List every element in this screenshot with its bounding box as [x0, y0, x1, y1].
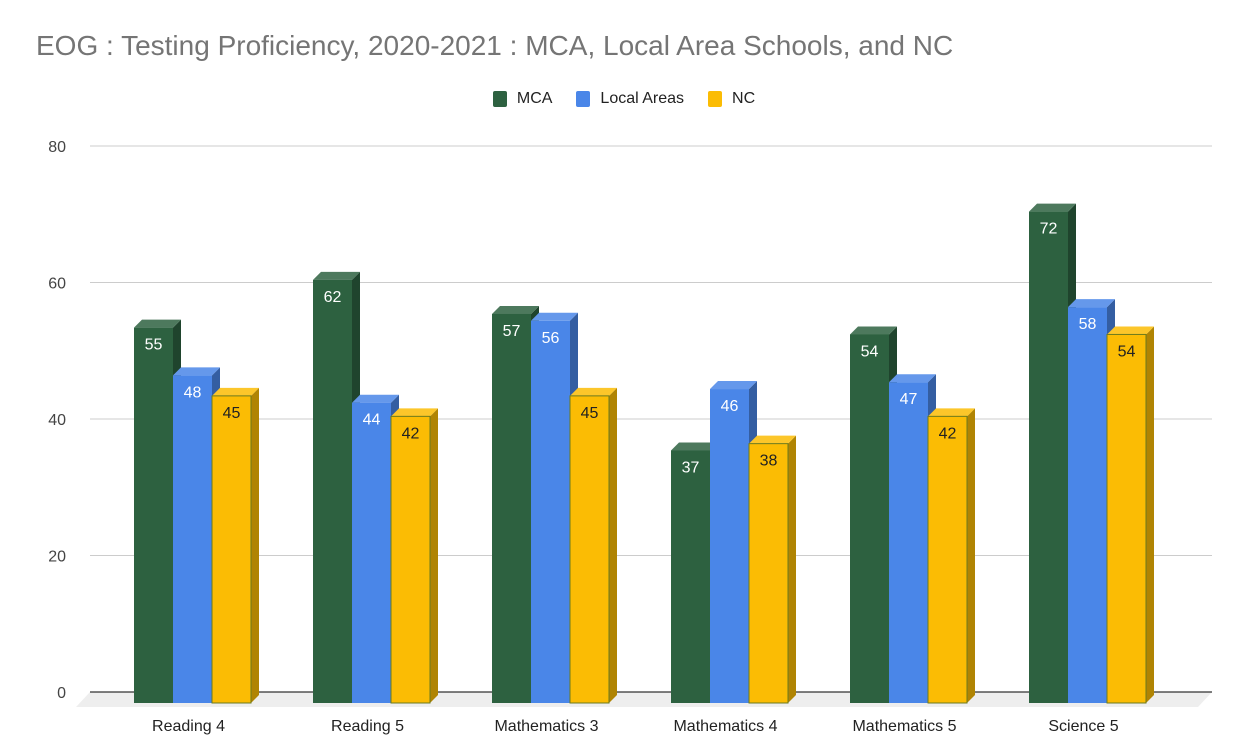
- bar: [531, 320, 570, 703]
- bar-top: [1107, 326, 1154, 335]
- data-label: 62: [324, 289, 342, 306]
- bar-top: [850, 326, 897, 335]
- data-label: 55: [145, 337, 163, 354]
- bar-top: [492, 305, 539, 314]
- bar-side: [967, 408, 975, 703]
- data-label: 45: [581, 405, 599, 422]
- data-label: 72: [1040, 221, 1058, 238]
- bar: [569, 395, 610, 704]
- data-label: 45: [223, 405, 241, 422]
- data-label: 56: [542, 330, 560, 347]
- bar: [748, 443, 789, 704]
- chart-title: EOG : Testing Proficiency, 2020-2021 : M…: [36, 30, 954, 61]
- bar: [492, 313, 531, 703]
- bar: [927, 415, 968, 704]
- chart-legend: MCA Local Areas NC: [0, 90, 1248, 108]
- data-label: 44: [363, 412, 381, 429]
- bar-top: [391, 408, 438, 417]
- data-label: 38: [760, 453, 778, 470]
- y-tick-label: 20: [48, 549, 66, 566]
- bar: [710, 389, 749, 703]
- bar: [850, 334, 889, 703]
- data-label: 58: [1079, 316, 1097, 333]
- bar: [671, 450, 710, 703]
- x-tick-label: Mathematics 3: [494, 718, 598, 735]
- data-label: 46: [721, 398, 739, 415]
- bar: [352, 402, 391, 703]
- data-label: 42: [402, 425, 420, 442]
- bar-top: [352, 394, 399, 403]
- y-tick-label: 0: [57, 685, 66, 702]
- bar: [313, 279, 352, 703]
- bar: [1029, 211, 1068, 703]
- bar-side: [609, 387, 617, 703]
- bar: [390, 415, 431, 704]
- y-tick-label: 80: [48, 139, 66, 156]
- legend-swatch-nc: [708, 91, 723, 107]
- x-tick-label: Science 5: [1048, 718, 1118, 735]
- bar-top: [928, 408, 975, 417]
- data-label: 42: [939, 425, 957, 442]
- x-tick-label: Reading 5: [331, 718, 404, 735]
- bar: [211, 395, 252, 704]
- bar-top: [313, 271, 360, 280]
- bar-top: [1068, 299, 1115, 308]
- legend-label-mca: MCA: [516, 90, 553, 107]
- x-tick-label: Mathematics 5: [852, 718, 956, 735]
- x-tick-label: Reading 4: [152, 718, 225, 735]
- bar-top: [173, 367, 220, 376]
- bar-top: [134, 319, 181, 328]
- data-label: 54: [861, 343, 879, 360]
- bar-top: [710, 381, 757, 390]
- bar-side: [1146, 326, 1154, 703]
- legend-item-mca[interactable]: MCA: [492, 90, 553, 108]
- legend-swatch-mca: [492, 91, 507, 107]
- bar: [1068, 307, 1107, 703]
- bar-top: [749, 435, 796, 444]
- bar-top: [531, 312, 578, 321]
- bar: [1106, 333, 1147, 704]
- y-tick-label: 60: [48, 276, 66, 293]
- bar-top: [212, 387, 259, 396]
- bar-side: [251, 387, 259, 703]
- bar: [173, 375, 212, 703]
- legend-label-nc: NC: [732, 90, 756, 107]
- bar: [889, 382, 928, 703]
- bar-top: [1029, 203, 1076, 212]
- y-tick-label: 40: [48, 412, 66, 429]
- x-tick-label: Mathematics 4: [673, 718, 777, 735]
- bar-side: [788, 435, 796, 703]
- legend-item-nc[interactable]: NC: [708, 90, 755, 108]
- bar-side: [430, 408, 438, 703]
- legend-swatch-local-areas: [576, 91, 591, 107]
- data-label: 37: [682, 459, 700, 476]
- data-label: 57: [503, 323, 521, 340]
- bar-top: [889, 374, 936, 383]
- data-label: 48: [184, 384, 202, 401]
- data-label: 54: [1118, 343, 1136, 360]
- legend-label-local-areas: Local Areas: [600, 90, 685, 107]
- legend-item-local-areas[interactable]: Local Areas: [576, 90, 684, 108]
- bar-top: [671, 442, 718, 451]
- bar: [134, 327, 173, 703]
- bar-top: [570, 387, 617, 396]
- data-label: 47: [900, 391, 918, 408]
